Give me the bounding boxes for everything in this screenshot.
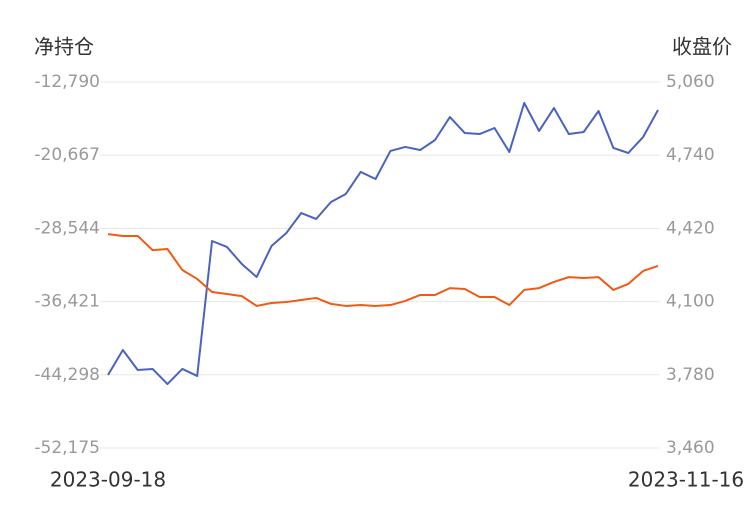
y-tick-label: -28,544 — [34, 218, 100, 238]
y-tick-label: -20,667 — [34, 145, 100, 165]
y2-axis-title: 收盘价 — [672, 35, 732, 59]
y-tick-label: -52,175 — [34, 438, 100, 458]
y2-tick-label: 4,420 — [666, 218, 715, 238]
x-tick-label: 2023-09-18 — [50, 468, 166, 492]
y2-tick-label: 3,780 — [666, 365, 715, 385]
series-line — [107, 102, 659, 386]
y2-tick-label: 5,060 — [666, 72, 715, 92]
y2-tick-label: 4,100 — [666, 292, 715, 312]
x-tick-label: 2023-11-16 — [628, 468, 744, 492]
y-tick-label: -36,421 — [34, 292, 100, 312]
y2-tick-label: 4,740 — [666, 145, 715, 165]
y2-tick-label: 3,460 — [666, 438, 715, 458]
series-line — [107, 233, 659, 307]
y-axis-title: 净持仓 — [34, 35, 94, 59]
y-tick-label: -12,790 — [34, 72, 100, 92]
y-tick-label: -44,298 — [34, 365, 100, 385]
